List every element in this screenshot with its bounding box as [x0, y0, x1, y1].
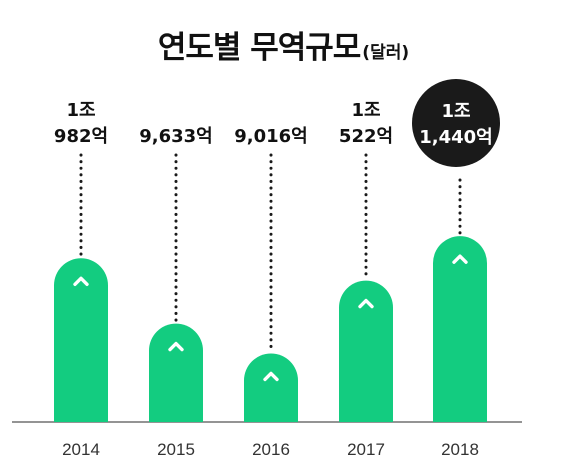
bar-2014: [54, 258, 108, 422]
chevron-up-icon: [452, 254, 468, 264]
chart-title-main: 연도별 무역규모: [157, 30, 361, 66]
chart-title: 연도별 무역규모 (달러): [0, 22, 567, 67]
data-label-2018-2: 1,440억: [419, 127, 493, 148]
chevron-up-icon: [358, 298, 374, 309]
highlight-circle: [412, 79, 500, 167]
data-label-2014-1: 1조: [66, 100, 95, 121]
bar-2018: [433, 236, 487, 422]
chevron-up-icon: [168, 341, 184, 352]
chart-title-unit: (달러): [362, 43, 410, 63]
chevron-up-icon: [263, 371, 279, 382]
data-label-2016-1: 9,016억: [234, 126, 308, 147]
data-label-2015-1: 9,633억: [139, 126, 213, 147]
x-tick-label-2017: 2017: [347, 440, 385, 459]
data-label-2018-1: 1조: [441, 101, 470, 122]
x-tick-label-2014: 2014: [62, 440, 100, 459]
bar-2016: [244, 353, 298, 422]
data-label-2017-2: 522억: [339, 126, 393, 147]
chevron-up-icon: [73, 276, 89, 287]
data-label-2014-2: 982억: [54, 126, 108, 147]
data-label-2017-1: 1조: [351, 100, 380, 121]
x-tick-label-2015: 2015: [157, 440, 195, 459]
x-tick-label-2016: 2016: [252, 440, 290, 459]
bar-2017: [339, 280, 393, 422]
bar-2015: [149, 323, 203, 422]
x-tick-label-2018: 2018: [441, 440, 479, 459]
